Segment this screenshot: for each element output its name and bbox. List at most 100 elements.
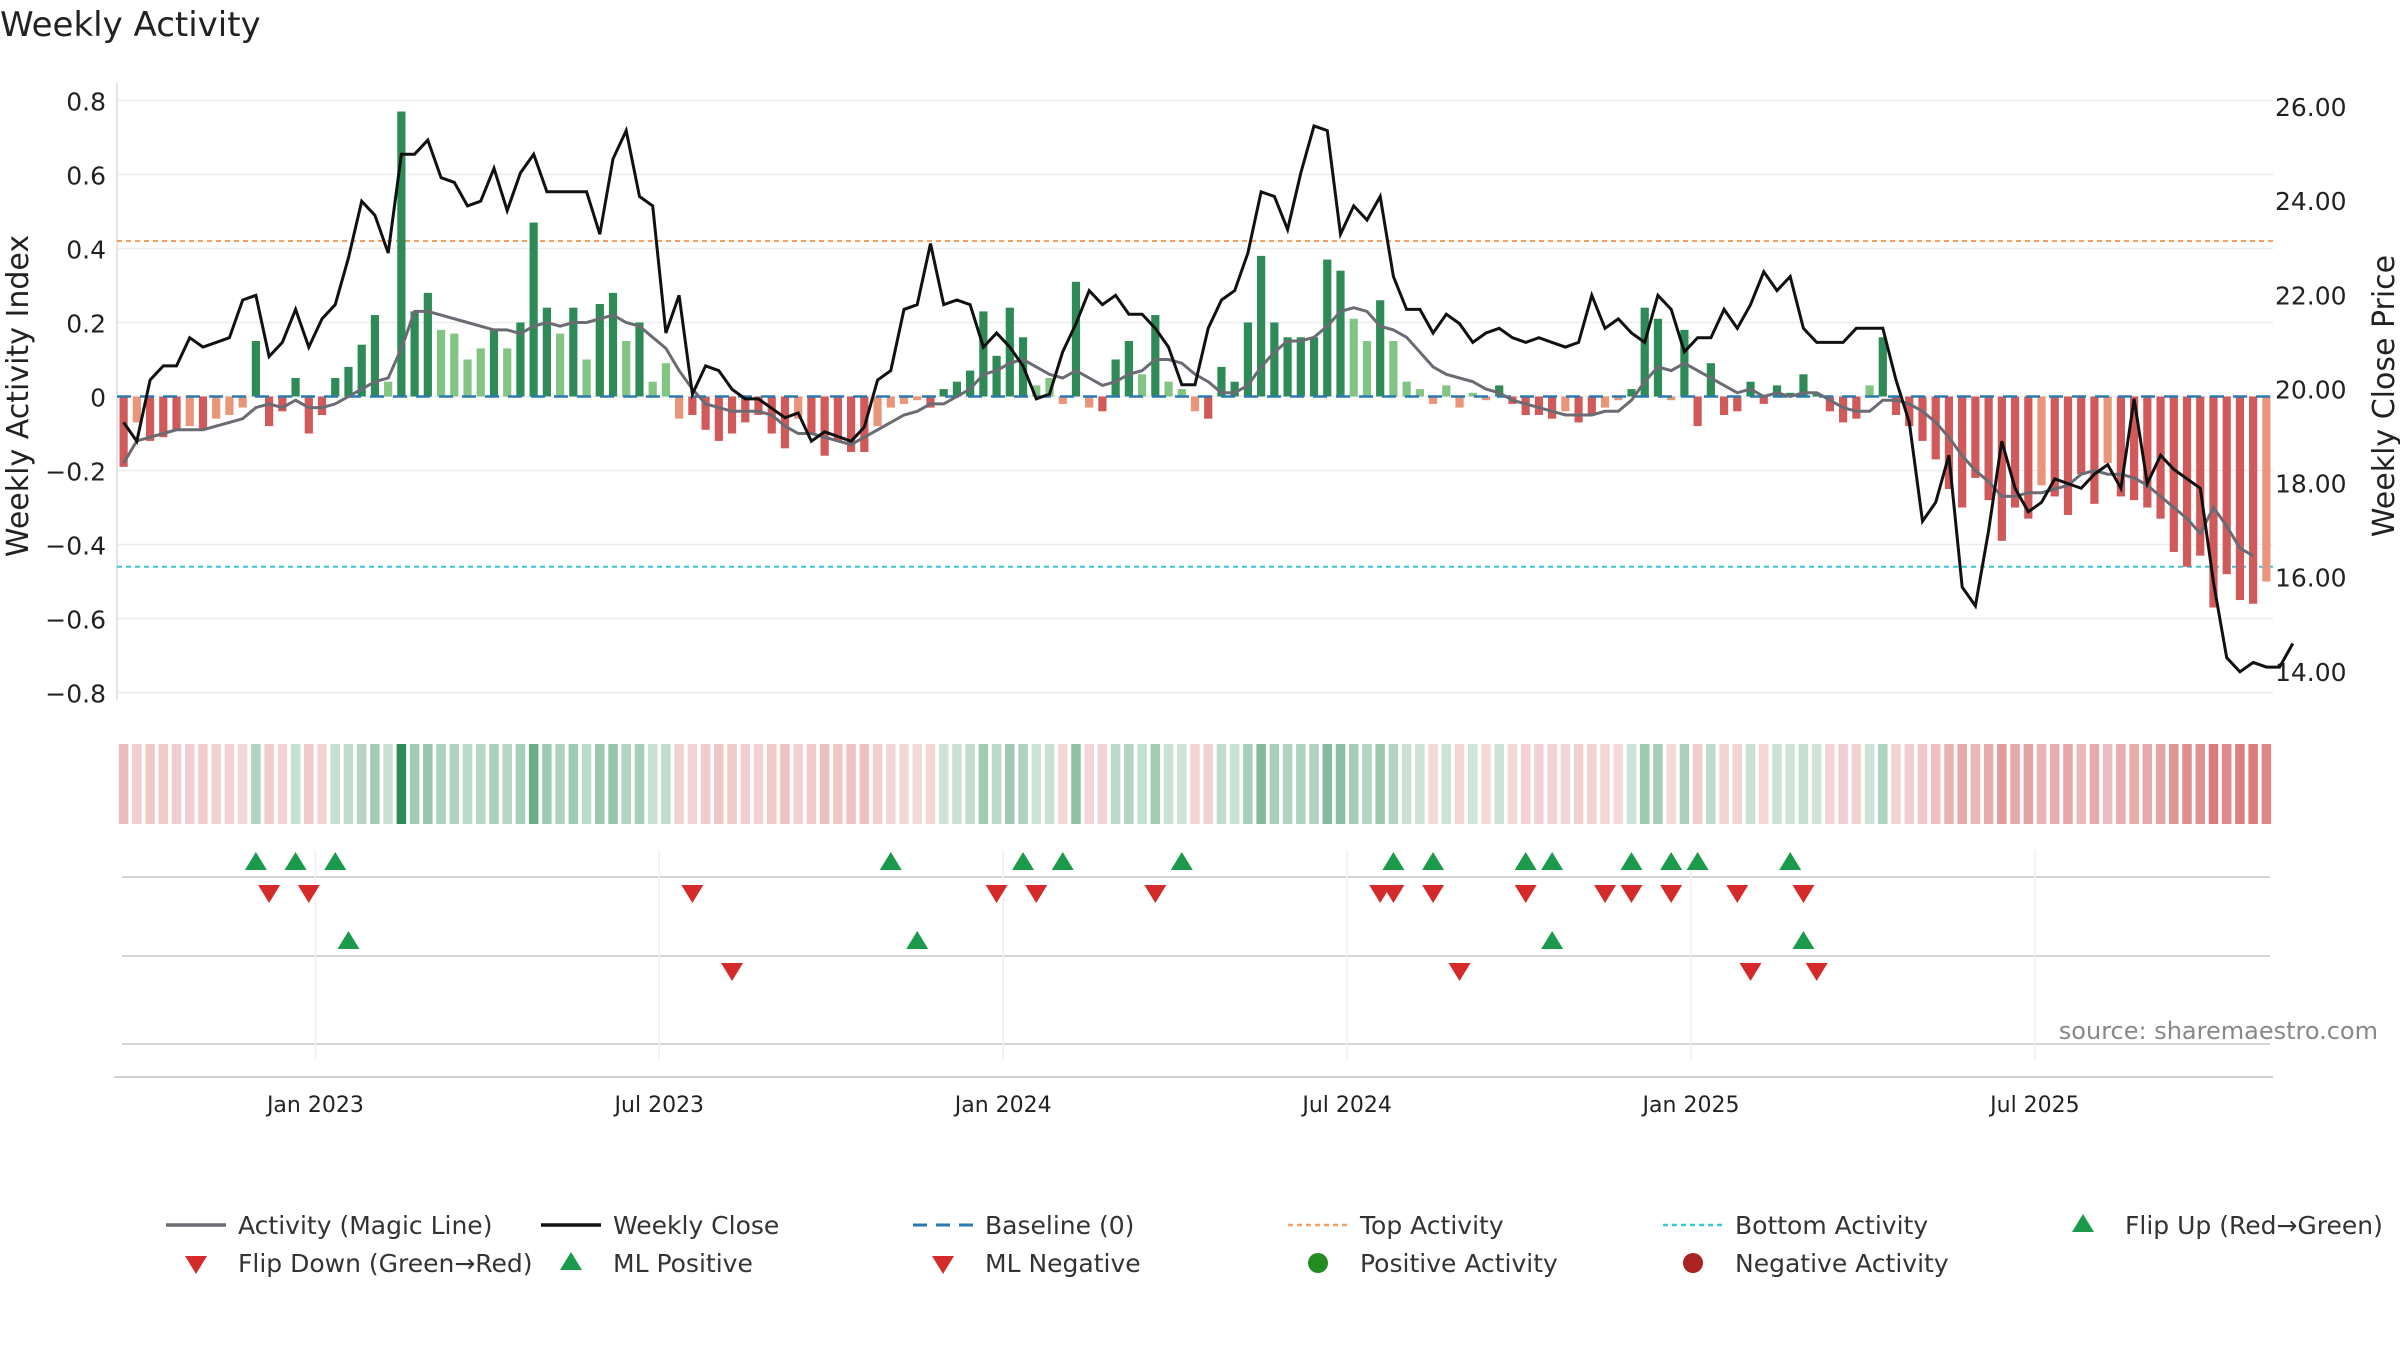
heat-strip-cell — [1626, 744, 1637, 824]
activity-bar — [1944, 396, 1954, 490]
heat-strip-cell — [1864, 744, 1875, 824]
heat-strip-cell — [1071, 744, 1081, 824]
heat-strip-cell — [925, 744, 936, 824]
heat-strip-cell — [145, 744, 155, 824]
flip-up-marker — [1382, 852, 1405, 870]
y-tick-label: −0.2 — [45, 458, 106, 487]
activity-bar — [436, 329, 446, 397]
heat-strip-cell — [396, 744, 407, 824]
flip-up-marker — [1686, 852, 1709, 870]
activity-bar — [635, 322, 644, 397]
activity-bar — [1521, 396, 1530, 416]
heat-strip-cell — [1282, 744, 1293, 824]
heat-strip-cell — [978, 744, 989, 824]
heat-strip-cell — [714, 744, 724, 824]
activity-bar — [238, 396, 247, 408]
flip-down-marker — [297, 885, 320, 903]
heat-strip-cell — [595, 744, 605, 824]
heat-strip-cell — [555, 744, 565, 824]
heat-strip-cell — [1587, 744, 1597, 824]
flip-down-marker — [1144, 885, 1167, 903]
heat-strip-cell — [2049, 744, 2060, 824]
heat-strip-cell — [846, 744, 856, 824]
flip-up-marker — [284, 852, 307, 870]
activity-bar — [1164, 381, 1173, 397]
activity-bar — [569, 307, 578, 397]
activity-bar — [1905, 396, 1914, 427]
heat-strip-cell — [661, 744, 671, 824]
activity-bar — [423, 292, 432, 397]
activity-bar — [1045, 377, 1054, 397]
activity-bar — [2090, 396, 2099, 504]
activity-bar — [1852, 396, 1861, 419]
heat-strip-cell — [502, 744, 512, 824]
heat-strip-cell — [912, 744, 922, 824]
heat-strip-cell — [1613, 744, 1624, 824]
flip-down-marker — [1422, 885, 1445, 903]
activity-bar — [1984, 396, 1993, 501]
heat-strip-cell — [1190, 744, 1200, 824]
heat-strip-cell — [1005, 744, 1015, 824]
heat-strip-cell — [859, 744, 870, 824]
heat-strip-cell — [886, 744, 896, 824]
flip-up-marker — [1422, 852, 1445, 870]
activity-bar — [1839, 396, 1848, 423]
activity-bar — [1309, 337, 1319, 397]
activity-bar — [251, 340, 260, 397]
activity-bar — [1005, 307, 1014, 397]
activity-bar — [304, 396, 313, 434]
heat-strip-cell — [1838, 744, 1848, 824]
y-tick-label: 0.6 — [66, 161, 106, 190]
heat-strip-cell — [132, 744, 142, 824]
activity-bar — [608, 292, 618, 397]
activity-bar — [1124, 340, 1133, 397]
activity-bar — [1600, 396, 1610, 408]
heat-strip-cell — [1018, 744, 1028, 824]
heat-strip-cell — [833, 744, 843, 824]
y2-tick-label: 22.00 — [2275, 281, 2347, 310]
heat-strip-cell — [1401, 744, 1412, 824]
y-tick-label: −0.6 — [45, 606, 106, 635]
heat-strip-cell — [515, 744, 526, 824]
heat-strip-cell — [1057, 744, 1068, 824]
activity-bar — [503, 348, 512, 397]
activity-bar — [886, 396, 895, 408]
activity-bar — [159, 396, 168, 438]
flip-up-marker — [244, 852, 267, 870]
activity-bar — [1151, 315, 1160, 397]
heat-strip-cell — [2261, 744, 2272, 824]
activity-bar — [1442, 385, 1451, 397]
activity-bar — [384, 381, 393, 397]
flip-up-marker — [1660, 852, 1683, 870]
legend-label-magic-line: Activity (Magic Line) — [238, 1211, 492, 1240]
activity-bar — [846, 396, 856, 453]
legend-swatch-flip-up — [2072, 1214, 2094, 1232]
activity-bar — [1825, 396, 1834, 412]
ml-negative-marker — [1739, 963, 1762, 981]
heat-strip-cell — [1534, 744, 1544, 824]
heat-strip-cell — [1706, 744, 1716, 824]
flip-up-marker — [879, 852, 902, 870]
ml-positive-marker — [337, 931, 360, 949]
heat-strip-cell — [2195, 744, 2206, 824]
heat-strip-cell — [1811, 744, 1822, 824]
activity-bar — [1058, 396, 1067, 404]
legend-label-flip-down: Flip Down (Green→Red) — [238, 1249, 533, 1278]
activity-bar — [1693, 396, 1702, 427]
flip-down-marker — [681, 885, 704, 903]
activity-bar — [1667, 396, 1676, 401]
heat-strip-cell — [1520, 744, 1531, 824]
activity-bar — [2143, 396, 2152, 508]
x-tick-label: Jul 2023 — [613, 1093, 705, 1118]
heat-strip-cell — [409, 744, 420, 824]
activity-bar — [2169, 396, 2178, 552]
legend-swatch-ml-negative — [932, 1256, 954, 1274]
heat-strip-cell — [1851, 744, 1862, 824]
heat-strip-cell — [700, 744, 711, 824]
heat-strip-cell — [2023, 744, 2034, 824]
heat-strip-cell — [158, 744, 169, 824]
activity-bar — [476, 348, 485, 397]
heat-strip-cell — [1560, 744, 1571, 824]
activity-bar — [1217, 366, 1226, 397]
heat-strip-cell — [1362, 744, 1372, 824]
